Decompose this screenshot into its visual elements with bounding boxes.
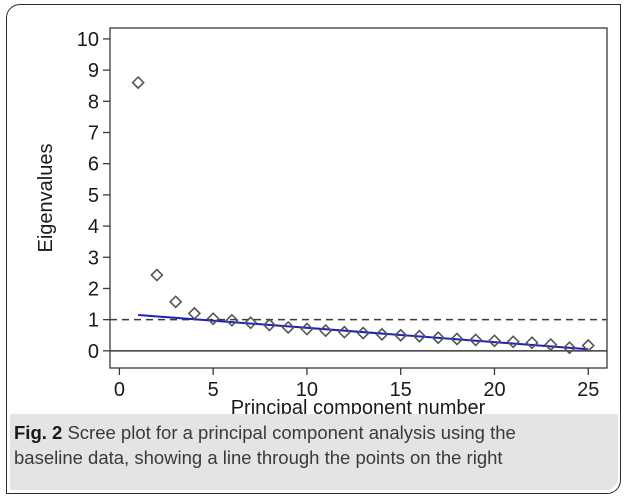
fit-line [138, 313, 589, 351]
data-point [281, 320, 295, 335]
reference-lines [110, 318, 607, 352]
data-point [337, 325, 352, 339]
y-axis-ticks: 0 1 2 3 4 5 6 7 8 9 10 [77, 29, 110, 363]
data-point [562, 341, 577, 355]
data-point [244, 316, 258, 330]
data-point [225, 313, 239, 327]
y-axis-label: Eigenvalues [35, 144, 57, 253]
x-tick-label: 10 [296, 379, 318, 401]
scree-plot: 0 1 2 3 4 5 6 7 8 9 10 0 5 10 15 20 25 Eigenvalues Prin… [35, 27, 608, 419]
y-tick-label: 7 [88, 122, 99, 144]
data-point [544, 337, 558, 352]
data-point [300, 322, 314, 336]
x-tick-label: 25 [577, 379, 599, 401]
data-points [131, 75, 595, 355]
y-tick-label: 8 [88, 91, 99, 113]
y-tick-label: 2 [88, 278, 99, 300]
data-point [150, 268, 164, 282]
data-point [506, 335, 520, 349]
data-point [581, 338, 595, 353]
data-point [169, 295, 183, 309]
figure-label: Fig. 2 [14, 422, 63, 443]
data-point [487, 334, 502, 348]
data-point [412, 329, 427, 343]
x-tick-label: 20 [483, 379, 505, 401]
x-tick-label: 0 [114, 379, 125, 401]
y-tick-label: 1 [88, 310, 99, 332]
data-point [131, 75, 145, 90]
data-point [187, 306, 202, 321]
data-point [394, 328, 408, 342]
plot-area [109, 27, 608, 369]
figure-frame [6, 4, 621, 494]
data-point [356, 326, 370, 340]
x-axis-label: Principal component number [231, 397, 486, 419]
y-tick-label: 5 [88, 185, 99, 207]
data-point [469, 333, 483, 347]
data-point [206, 312, 220, 326]
data-point [319, 323, 333, 338]
data-point [450, 332, 464, 346]
data-point [431, 331, 445, 345]
data-point [525, 336, 539, 350]
x-axis-ticks: 0 5 10 15 20 25 [114, 368, 599, 401]
caption-body: Scree plot for a principal component ana… [14, 422, 516, 468]
data-point [375, 327, 389, 341]
y-tick-label: 6 [88, 154, 99, 176]
x-tick-label: 15 [390, 379, 412, 401]
data-point [262, 318, 277, 332]
caption-box [10, 414, 618, 490]
y-tick-label: 9 [88, 60, 99, 82]
y-tick-label: 10 [77, 29, 99, 51]
y-tick-label: 0 [88, 341, 99, 363]
x-tick-label: 5 [208, 379, 219, 401]
y-tick-label: 4 [88, 216, 99, 238]
figure-caption: Fig. 2 Scree plot for a principal compon… [14, 420, 584, 470]
y-tick-label: 3 [88, 247, 99, 269]
